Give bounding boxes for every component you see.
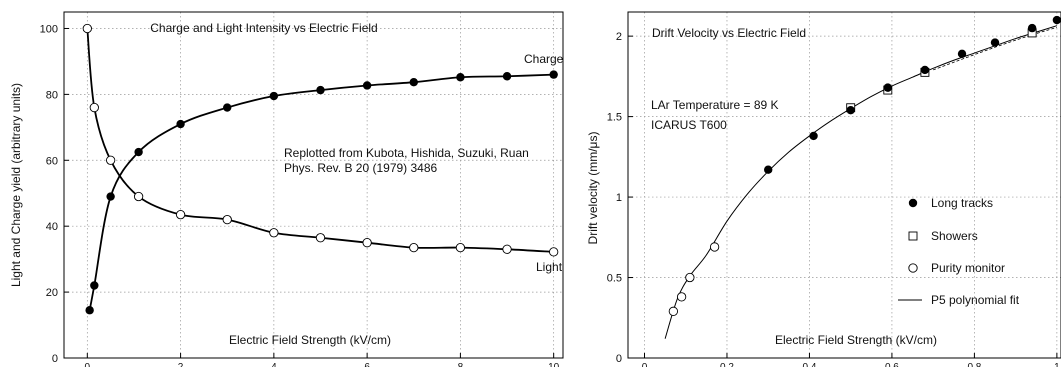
x-tick-label: 0.6: [885, 362, 899, 367]
drift-velocity-chart-panel: 0 0.2 0.4 0.6 0.8 1 0 0.5 1 1.5 2 Drift Velocity vs…: [585, 0, 1061, 372]
citation-line-2: Phys. Rev. B 20 (1979) 3486: [284, 161, 438, 175]
light-point: [362, 238, 372, 248]
x-axis-label: Electric Field Strength (kV/cm): [229, 333, 391, 347]
charge-point: [85, 306, 94, 315]
y-tick-label: 80: [46, 89, 58, 101]
long-track-point: [846, 105, 855, 115]
legend-purity-monitor-label: Purity monitor: [931, 261, 1005, 275]
plot-frame: [63, 11, 564, 359]
charge-point: [269, 91, 279, 101]
x-tick-label: 4: [271, 362, 277, 367]
charge-point: [549, 70, 558, 79]
citation-line-1: Replotted from Kubota, Hishida, Suzuki, …: [284, 146, 529, 160]
light-point: [455, 242, 466, 253]
legend-showers-symbol: [908, 231, 918, 241]
light-point: [89, 102, 99, 113]
chart-title: Drift Velocity vs Electric Field: [652, 26, 806, 40]
legend-purity-monitor-symbol: [908, 263, 918, 273]
charge-point: [316, 85, 325, 95]
y-axis-label: Light and Charge yield (arbitrary units): [9, 83, 23, 287]
charge-point: [456, 73, 465, 82]
light-curve: [86, 28, 554, 253]
purity-monitor-point: [709, 242, 720, 252]
long-track-point: [1027, 23, 1037, 33]
purity-monitor-point: [676, 292, 687, 302]
light-point: [222, 214, 232, 225]
x-axis-label: Electric Field Strength (kV/cm): [775, 333, 937, 347]
x-tick-label: 0.8: [967, 362, 981, 367]
charge-point: [409, 77, 418, 87]
long-track-point: [883, 83, 892, 92]
p5-fit-curve: [664, 25, 1058, 339]
y-tick-label: 1: [616, 192, 622, 204]
long-track-point: [764, 165, 773, 174]
long-track-point: [920, 65, 930, 75]
dashed-fit-curve: [933, 26, 1057, 71]
x-tick-label: 0.4: [802, 362, 816, 367]
x-tick-label: 10: [548, 362, 560, 367]
legend-long-tracks-symbol: [908, 198, 918, 208]
long-track-point: [957, 49, 967, 59]
legend-showers-label: Showers: [931, 229, 978, 243]
charge-point: [223, 103, 232, 112]
y-tick-label: 0.5: [607, 273, 622, 285]
charge-point: [90, 281, 99, 290]
charge-point: [362, 81, 372, 90]
annotation-detector: ICARUS T600: [651, 118, 727, 132]
legend-fit-label: P5 polynomial fit: [931, 293, 1020, 307]
legend-long-tracks-label: Long tracks: [931, 196, 993, 210]
light-point: [82, 23, 92, 34]
charge-light-chart: 0246810020406080100Charge and Light Inte…: [9, 11, 564, 372]
series-label-charge: Charge: [524, 52, 564, 66]
light-point: [175, 210, 186, 220]
charge-point: [106, 192, 115, 201]
y-tick-label: 2: [616, 31, 622, 43]
light-point: [549, 247, 559, 257]
drift-velocity-chart: 0 0.2 0.4 0.6 0.8 1 0 0.5 1 1.5 2 Drift Velocity vs…: [586, 11, 1061, 372]
y-tick-label: 60: [46, 155, 58, 167]
light-point: [409, 242, 419, 253]
y-tick-label: 100: [40, 23, 58, 35]
legend: Long tracks Showers Purity monitor P5 polyn…: [898, 196, 1020, 307]
y-tick-label: 1.5: [607, 112, 622, 124]
long-track-point: [809, 131, 818, 141]
long-track-point: [1052, 15, 1061, 25]
light-point: [315, 233, 326, 243]
long-track-point: [990, 38, 1000, 47]
plot-frame: [627, 11, 1061, 359]
x-tick-label: 0: [85, 362, 91, 367]
x-tick-label: 2: [178, 362, 184, 367]
charge-point: [176, 119, 185, 129]
chart-title: Charge and Light Intensity vs Electric F…: [150, 21, 377, 35]
charge-point: [134, 147, 143, 157]
x-tick-label: 0.2: [720, 362, 734, 367]
light-point: [133, 191, 144, 202]
x-tick-label: 1: [1054, 362, 1060, 367]
annotation-temperature: LAr Temperature = 89 K: [651, 98, 779, 112]
charge-light-chart-panel: 0246810020406080100Charge and Light Inte…: [9, 11, 564, 372]
y-axis-label: Drift velocity (mm/μs): [586, 132, 600, 245]
purity-monitor-point: [685, 272, 695, 283]
x-tick-label: 8: [458, 362, 464, 367]
y-tick-label: 40: [46, 221, 58, 233]
light-point: [502, 244, 512, 254]
purity-monitor-point: [668, 306, 679, 316]
series-label-light: Light: [536, 260, 563, 274]
y-tick-label: 0: [52, 353, 58, 365]
charge-curve: [88, 73, 554, 311]
y-tick-label: 0: [616, 353, 622, 365]
light-point: [105, 155, 116, 165]
charge-point: [502, 72, 512, 81]
x-tick-label: 6: [364, 362, 370, 367]
x-tick-label: 0: [642, 362, 648, 367]
light-point: [269, 228, 279, 238]
y-tick-label: 20: [46, 287, 58, 299]
